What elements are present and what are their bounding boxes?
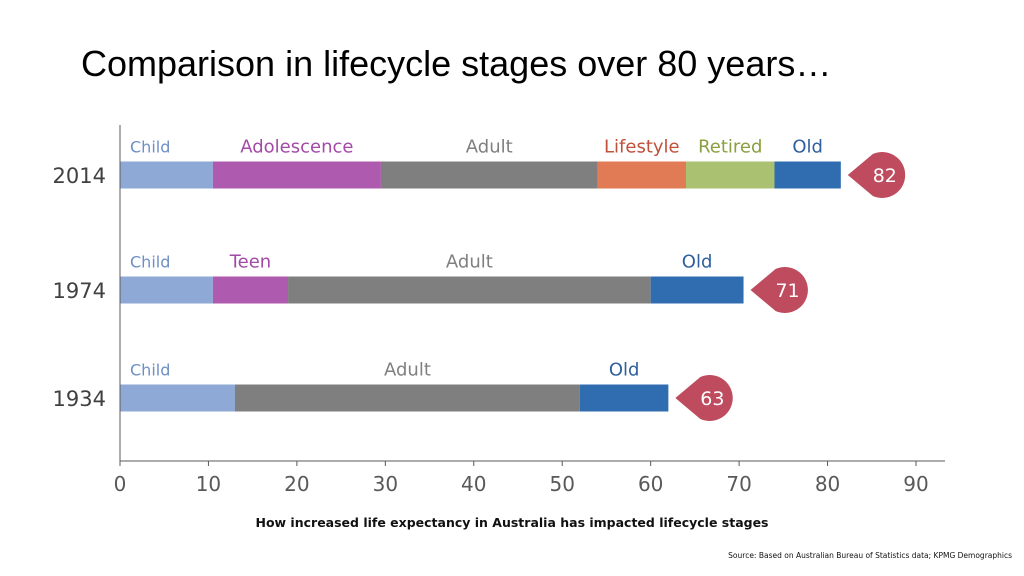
segment-label-2014-retired: Retired (698, 137, 762, 158)
segment-2014-adult (380, 161, 598, 189)
life-expectancy-value-1934: 63 (700, 388, 724, 410)
segment-2014-old (774, 161, 841, 189)
segment-label-2014-old: Old (792, 137, 823, 158)
segment-label-1974-teen: Teen (229, 252, 272, 273)
source-note: Source: Based on Australian Bureau of St… (728, 551, 1012, 560)
x-tick-label-60: 60 (638, 472, 663, 496)
bars-layer (120, 161, 841, 412)
x-tick-label-0: 0 (114, 472, 127, 496)
x-tick-label-10: 10 (196, 472, 221, 496)
segment-label-2014-adolescence: Adolescence (240, 137, 353, 158)
life-expectancy-value-2014: 82 (873, 165, 897, 187)
segment-1974-child (120, 276, 213, 304)
segment-2014-adolescence (212, 161, 381, 189)
x-tick-label-90: 90 (903, 472, 928, 496)
segment-1974-adult (288, 276, 651, 304)
segment-label-1974-adult: Adult (446, 252, 493, 273)
segment-2014-retired (686, 161, 775, 189)
segment-2014-lifestyle (597, 161, 687, 189)
axis-layer: 0 10 20 30 40 50 60 70 80 90 (114, 125, 945, 496)
life-expectancy-marker-2014 (847, 152, 906, 199)
segment-label-1934-old: Old (609, 360, 640, 381)
segment-label-2014-adult: Adult (466, 137, 513, 158)
chart-caption: How increased life expectancy in Austral… (255, 515, 769, 530)
year-label-1934: 1934 (53, 387, 106, 411)
x-tick-label-30: 30 (373, 472, 398, 496)
segment-1934-old (579, 384, 669, 412)
labels-layer: 2014 Child Adolescence Adult Lifestyle Retire… (53, 137, 823, 412)
segment-2014-child (120, 161, 213, 189)
segment-label-2014-child: Child (130, 138, 170, 157)
x-tick-label-70: 70 (726, 472, 751, 496)
life-expectancy-marker-1974 (750, 267, 808, 314)
segment-label-1934-child: Child (130, 361, 170, 380)
markers-layer: 82 71 63 (675, 152, 906, 421)
life-expectancy-value-1974: 71 (775, 280, 799, 302)
segment-1974-teen (212, 276, 289, 304)
x-tick-label-40: 40 (461, 472, 486, 496)
segment-label-2014-lifestyle: Lifestyle (604, 137, 680, 158)
x-tick-label-20: 20 (284, 472, 309, 496)
year-label-1974: 1974 (53, 279, 106, 303)
segment-label-1974-old: Old (682, 252, 713, 273)
slide-title: Comparison in lifecycle stages over 80 y… (81, 43, 832, 84)
segment-label-1974-child: Child (130, 253, 170, 272)
x-tick-label-50: 50 (549, 472, 574, 496)
life-expectancy-marker-1934 (675, 375, 733, 421)
segment-label-1934-adult: Adult (384, 360, 431, 381)
year-label-2014: 2014 (53, 164, 106, 188)
segment-1934-child (120, 384, 235, 412)
segment-1974-old (650, 276, 744, 304)
x-tick-label-80: 80 (815, 472, 840, 496)
segment-1934-adult (234, 384, 580, 412)
